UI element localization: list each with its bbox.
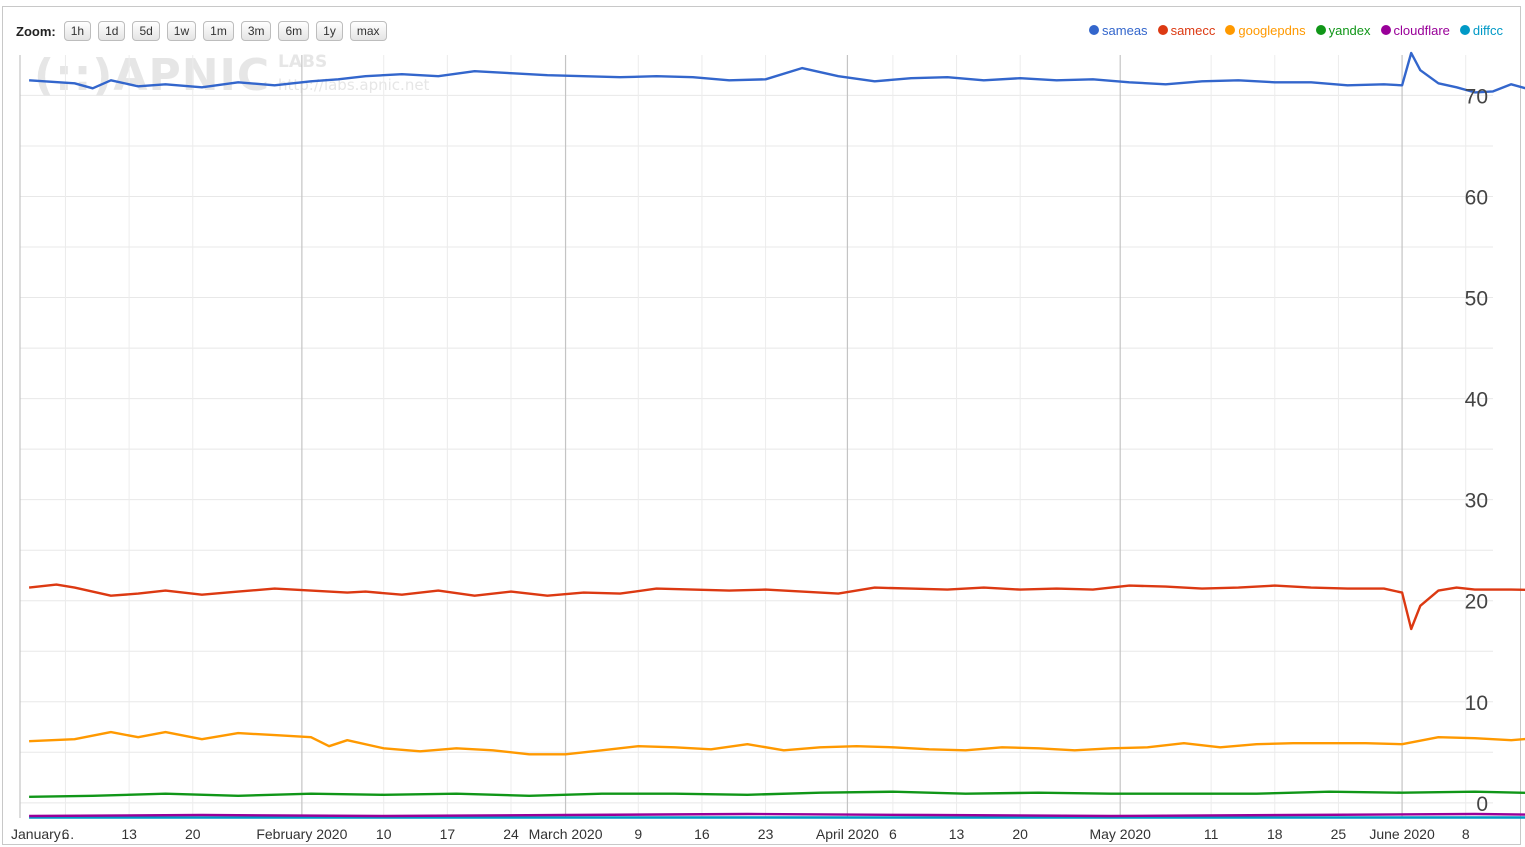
y-tick-label: 50 bbox=[1465, 288, 1488, 311]
zoom-1w-button[interactable]: 1w bbox=[166, 21, 197, 41]
x-major-tick-label: March 2020 bbox=[529, 826, 603, 842]
x-major-tick-label: May 2020 bbox=[1089, 826, 1151, 842]
y-tick-label: 10 bbox=[1465, 692, 1488, 715]
legend-dot-icon bbox=[1380, 25, 1391, 35]
x-minor-tick-label: 9 bbox=[634, 826, 642, 842]
y-tick-label: 40 bbox=[1465, 389, 1488, 412]
series-line-cloudflare bbox=[29, 812, 1525, 818]
series-line-samecc bbox=[28, 583, 1525, 631]
legend-dot-icon bbox=[1459, 25, 1470, 35]
legend-label: sameas bbox=[1102, 22, 1148, 38]
x-minor-tick-label: 17 bbox=[440, 826, 456, 842]
legend-label: cloudflare bbox=[1393, 22, 1450, 38]
chart-legend: sameas samecc googlepdns yandex cloudfla… bbox=[1079, 20, 1503, 40]
x-major-tick-label: February 2020 bbox=[256, 826, 347, 842]
zoom-1d-button[interactable]: 1d bbox=[98, 21, 126, 41]
y-tick-label: 70 bbox=[1465, 85, 1488, 108]
zoom-1m-button[interactable]: 1m bbox=[203, 21, 234, 41]
x-minor-tick-label: 20 bbox=[1012, 826, 1028, 842]
legend-item-samecc[interactable]: samecc bbox=[1157, 22, 1216, 38]
series-line-googlepdns bbox=[29, 730, 1525, 756]
y-tick-label: 20 bbox=[1465, 591, 1488, 614]
x-major-tick-label: January… bbox=[11, 826, 75, 842]
legend-item-yandex[interactable]: yandex bbox=[1315, 22, 1371, 38]
x-minor-tick-label: 25 bbox=[1331, 826, 1347, 842]
x-major-tick-label: June 2020 bbox=[1369, 826, 1435, 842]
legend-item-cloudflare[interactable]: cloudflare bbox=[1380, 22, 1450, 38]
y-tick-label: 60 bbox=[1465, 186, 1488, 209]
x-minor-tick-label: 16 bbox=[694, 826, 710, 842]
x-minor-tick-label: 6 bbox=[62, 826, 70, 842]
x-minor-tick-label: 6 bbox=[889, 826, 897, 842]
y-tick-label: 0 bbox=[1476, 793, 1488, 816]
zoom-max-button[interactable]: max bbox=[349, 21, 387, 41]
legend-label: samecc bbox=[1170, 22, 1216, 38]
zoom-1h-button[interactable]: 1h bbox=[63, 21, 92, 41]
legend-dot-icon bbox=[1315, 25, 1326, 35]
x-minor-tick-label: 24 bbox=[503, 826, 519, 842]
x-minor-tick-label: 8 bbox=[1462, 826, 1470, 842]
legend-label: googlepdns bbox=[1238, 22, 1306, 38]
x-minor-tick-label: 10 bbox=[376, 826, 392, 842]
legend-label: diffcc bbox=[1472, 22, 1503, 38]
x-minor-tick-label: 18 bbox=[1267, 826, 1283, 842]
legend-dot-icon bbox=[1225, 25, 1236, 35]
x-minor-tick-label: 13 bbox=[949, 826, 965, 842]
zoom-label: Zoom: bbox=[16, 23, 56, 39]
zoom-controls: Zoom: 1h 1d 5d 1w 1m 3m 6m 1y max bbox=[16, 20, 394, 42]
legend-item-diffcc[interactable]: diffcc bbox=[1459, 22, 1503, 38]
zoom-5d-button[interactable]: 5d bbox=[132, 21, 160, 41]
series-line-yandex bbox=[29, 790, 1525, 798]
legend-item-sameas[interactable]: sameas bbox=[1089, 23, 1148, 38]
x-minor-tick-label: 13 bbox=[121, 826, 137, 842]
x-minor-tick-label: 20 bbox=[185, 826, 201, 842]
x-minor-tick-label: 23 bbox=[758, 826, 774, 842]
legend-label: yandex bbox=[1328, 22, 1371, 38]
y-tick-label: 30 bbox=[1465, 490, 1488, 513]
zoom-6m-button[interactable]: 6m bbox=[278, 21, 310, 41]
legend-item-googlepdns[interactable]: googlepdns bbox=[1225, 22, 1306, 38]
series-line-sameas bbox=[29, 51, 1525, 94]
legend-dot-icon bbox=[1157, 25, 1168, 35]
x-major-tick-label: April 2020 bbox=[816, 826, 879, 842]
zoom-1y-button[interactable]: 1y bbox=[316, 21, 343, 41]
zoom-3m-button[interactable]: 3m bbox=[240, 21, 272, 41]
legend-dot-icon bbox=[1089, 25, 1100, 35]
x-minor-tick-label: 11 bbox=[1204, 826, 1219, 842]
